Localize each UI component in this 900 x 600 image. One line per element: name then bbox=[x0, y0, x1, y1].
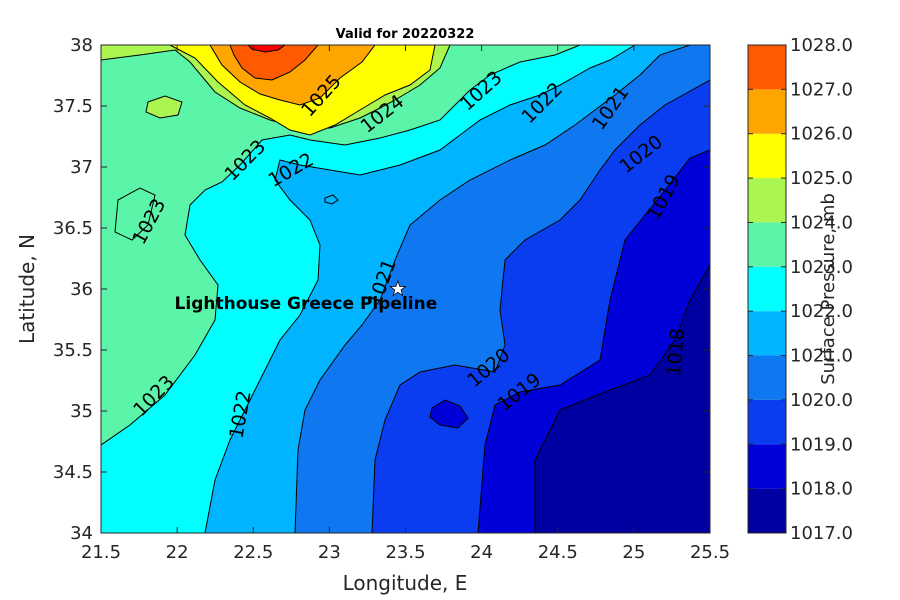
colorbar-tick-label: 1026.0 bbox=[790, 124, 853, 145]
pipeline-label: Lighthouse Greece Pipeline bbox=[175, 294, 438, 314]
colorbar-segment bbox=[748, 266, 786, 312]
y-axis: 34 34.5 35 35.5 36 36.5 37 37.5 38 bbox=[53, 35, 710, 544]
colorbar-title: Surface Pressure, mb bbox=[818, 193, 839, 385]
colorbar-segment bbox=[748, 45, 786, 90]
x-tick-label: 21.5 bbox=[81, 542, 121, 563]
x-tick-label: 22.5 bbox=[233, 542, 273, 563]
colorbar-tick-label: 1028.0 bbox=[790, 35, 853, 56]
colorbar-tick-label: 1018.0 bbox=[790, 479, 853, 500]
y-tick-label: 35.5 bbox=[53, 340, 93, 361]
plot-area bbox=[101, 45, 710, 533]
colorbar-segment bbox=[748, 355, 786, 400]
y-tick-label: 36 bbox=[70, 279, 93, 300]
x-tick-label: 22 bbox=[166, 542, 189, 563]
y-tick-label: 35 bbox=[70, 401, 93, 422]
contour-fill-1023 bbox=[101, 45, 581, 446]
x-tick-label: 23 bbox=[318, 542, 341, 563]
contour-fill-1023-dot bbox=[324, 194, 339, 205]
colorbar-tick-label: 1017.0 bbox=[790, 523, 853, 544]
colorbar-segment bbox=[748, 311, 786, 356]
y-tick-label: 37 bbox=[70, 157, 93, 178]
y-axis-label: Latitude, N bbox=[15, 234, 39, 344]
contour-fill-1028 bbox=[247, 45, 286, 53]
x-axis: 21.5 22 22.5 23 23.5 24 24.5 25 25.5 bbox=[81, 45, 730, 563]
y-tick-label: 38 bbox=[70, 35, 93, 56]
x-tick-label: 24 bbox=[470, 542, 493, 563]
colorbar-tick-label: 1022.0 bbox=[790, 301, 853, 322]
colorbar-segment bbox=[748, 444, 786, 489]
colorbar-segment bbox=[748, 222, 786, 267]
contour-label: 1018 bbox=[663, 327, 689, 377]
chart-title: Valid for 20220322 bbox=[336, 27, 475, 42]
colorbar-tick-label: 1019.0 bbox=[790, 434, 853, 455]
x-tick-label: 25.5 bbox=[690, 542, 730, 563]
colorbar-tick-label: 1027.0 bbox=[790, 79, 853, 100]
colorbar-tick-label: 1024.0 bbox=[790, 212, 853, 233]
y-tick-label: 34 bbox=[70, 523, 93, 544]
colorbar-segment bbox=[748, 133, 786, 179]
x-tick-label: 24.5 bbox=[538, 542, 578, 563]
y-tick-label: 36.5 bbox=[53, 218, 93, 239]
colorbar-tick-label: 1023.0 bbox=[790, 257, 853, 278]
colorbar-tick-label: 1020.0 bbox=[790, 390, 853, 411]
colorbar-segment bbox=[748, 178, 786, 223]
y-tick-label: 34.5 bbox=[53, 462, 93, 483]
x-tick-label: 25 bbox=[622, 542, 645, 563]
colorbar-tick-label: 1021.0 bbox=[790, 346, 853, 367]
colorbar-segment bbox=[748, 488, 786, 533]
pipeline-marker: Lighthouse Greece Pipeline bbox=[175, 279, 438, 314]
contour-fill-1019-cell bbox=[429, 399, 469, 429]
x-tick-label: 23.5 bbox=[385, 542, 425, 563]
colorbar: 1017.0 1018.0 1019.0 1020.0 1021.0 1022.0 1023… bbox=[747, 35, 853, 544]
star-icon bbox=[389, 279, 407, 297]
colorbar-tick-label: 1025.0 bbox=[790, 168, 853, 189]
colorbar-segment bbox=[748, 399, 786, 445]
colorbar-frame bbox=[747, 44, 787, 534]
colorbar-segment bbox=[748, 89, 786, 134]
y-tick-label: 37.5 bbox=[53, 96, 93, 117]
contour-fill-1027 bbox=[229, 45, 319, 81]
x-axis-label: Longitude, E bbox=[343, 571, 468, 595]
